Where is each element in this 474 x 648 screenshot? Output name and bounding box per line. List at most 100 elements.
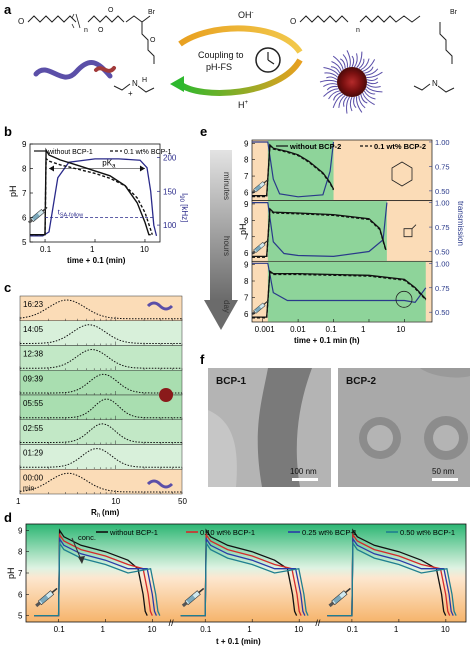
protonated-h: H bbox=[142, 77, 147, 84]
x-tick-label: 0.01 bbox=[290, 325, 306, 334]
y-tick-label: 5 bbox=[18, 612, 23, 621]
micelle-chain bbox=[356, 51, 363, 69]
y2-tick-label: 0.75 bbox=[435, 284, 450, 293]
dls-row-time: 14:05 bbox=[23, 325, 44, 334]
micelle-chain bbox=[346, 50, 351, 68]
micelle-chain bbox=[366, 71, 383, 79]
repeat-n-left: n bbox=[84, 27, 88, 34]
legend-label: without BCP-2 bbox=[289, 142, 341, 151]
y-tick-label: 6 bbox=[244, 249, 249, 258]
molecule-icon bbox=[391, 161, 413, 187]
bcp2-label: BCP-2 bbox=[346, 376, 376, 387]
legend-label: 0.1 wt% BCP-2 bbox=[374, 142, 426, 151]
molecule-icon bbox=[395, 290, 413, 308]
dls-row-time: 01:29 bbox=[23, 449, 44, 458]
micelle-chain bbox=[366, 77, 379, 81]
row-green-window bbox=[267, 201, 387, 261]
timescale-arrow bbox=[210, 150, 232, 300]
y-tick-label: 7 bbox=[244, 172, 249, 181]
micelle-chain bbox=[364, 66, 374, 74]
micelle-chain bbox=[351, 55, 355, 68]
micelle-chain bbox=[360, 94, 368, 104]
micelle-chain bbox=[366, 83, 381, 88]
micelle-chain bbox=[353, 96, 357, 109]
syringe-icon bbox=[251, 240, 269, 255]
syringe-icon bbox=[251, 300, 269, 316]
dls-distribution bbox=[20, 373, 182, 394]
micelle-chain bbox=[332, 93, 344, 109]
pka-arrowhead-left bbox=[48, 165, 54, 172]
syringe-icon bbox=[35, 587, 58, 608]
timescale-label-hours: hours bbox=[222, 236, 231, 256]
x-tick-label: 0.1 bbox=[54, 625, 66, 634]
x-axis-label-sub: h bbox=[97, 513, 100, 519]
bcp1-label: BCP-1 bbox=[216, 376, 246, 387]
unimer-icon bbox=[146, 479, 174, 489]
svg-text:N: N bbox=[432, 79, 438, 88]
conc-label: conc. bbox=[78, 533, 96, 542]
legend-label: 0.10 wt% BCP-1 bbox=[200, 528, 255, 537]
x-axis-label: time + 0.1 min (h) bbox=[294, 336, 360, 345]
scheme-coupling-arrows: OH- H+ Coupling to pH-FS bbox=[170, 10, 303, 110]
micelle-chain bbox=[346, 96, 351, 114]
micelle-chain bbox=[323, 88, 339, 97]
micelle-chain bbox=[332, 55, 344, 70]
y-tick-label: 7 bbox=[244, 293, 249, 302]
x-tick-label: 10 bbox=[140, 245, 149, 254]
panel-label-d: d bbox=[4, 510, 12, 525]
x-tick-label: 1 bbox=[247, 625, 252, 634]
panel-label-c: c bbox=[4, 280, 11, 295]
chart-b: pKa tSA-follow 5 6 7 8 9 100 150 200 0.1 1 10 pH I90 [… bbox=[8, 140, 189, 265]
y-tick-label: 8 bbox=[244, 277, 249, 286]
x-tick-label: 0.1 bbox=[40, 245, 52, 254]
micelle-chain bbox=[339, 58, 346, 69]
panel-label-e: e bbox=[200, 124, 207, 139]
x-tick-label: 1 bbox=[90, 245, 95, 254]
micelle-chain bbox=[342, 54, 349, 68]
dls-row-time: 12:38 bbox=[23, 350, 44, 359]
micelle-chain bbox=[353, 53, 358, 68]
dls-row-bg bbox=[19, 320, 183, 346]
intensity-curve bbox=[30, 158, 158, 237]
dls-distribution bbox=[20, 448, 182, 468]
legend-label: without BCP-1 bbox=[47, 149, 93, 156]
dls-row-time: 16:23 bbox=[23, 300, 44, 309]
y-tick-label: 6 bbox=[244, 188, 249, 197]
pka-arrowhead-right bbox=[139, 165, 145, 172]
micelle-chain bbox=[364, 88, 376, 95]
conc-arrowhead bbox=[78, 556, 85, 564]
micelle-chain bbox=[323, 66, 340, 76]
y2-tick-label: 1.00 bbox=[435, 138, 450, 147]
y-tick-label: 7 bbox=[244, 233, 249, 242]
bromine-right: Br bbox=[450, 9, 458, 16]
timescale-label-day: day bbox=[222, 300, 231, 313]
y2-axis-label: I90 [kHz] bbox=[178, 193, 189, 222]
pka-label: pKa bbox=[102, 159, 116, 170]
micelle-chain bbox=[360, 58, 370, 71]
bromine-left: Br bbox=[148, 9, 156, 16]
y2-tick-label: 1.00 bbox=[435, 259, 450, 268]
tsa-label: tSA-follow bbox=[58, 208, 83, 219]
y-tick-label: 6 bbox=[18, 590, 23, 599]
h-label: H+ bbox=[238, 100, 249, 110]
legend-label: without BCP-1 bbox=[109, 528, 158, 537]
micelle-chain bbox=[358, 58, 365, 70]
x-axis-label: time + 0.1 (min) bbox=[67, 256, 126, 265]
dls-distribution bbox=[20, 348, 182, 369]
y2-tick-label: 200 bbox=[163, 154, 177, 163]
molecule-icon bbox=[403, 224, 417, 238]
bcp2-scale: 50 nm bbox=[432, 467, 455, 476]
dls-distribution bbox=[20, 423, 182, 443]
x-tick-label: 0.1 bbox=[326, 325, 338, 334]
dls-row-time: 05:55 bbox=[23, 399, 44, 408]
coupling-text-2: pH-FS bbox=[206, 62, 232, 72]
unimer-icon bbox=[146, 301, 174, 311]
svg-text:O: O bbox=[150, 37, 156, 44]
y-axis-label: pH bbox=[6, 567, 16, 579]
micelle-chain bbox=[363, 90, 376, 100]
micrograph-bcp2: BCP-2 50 nm bbox=[338, 368, 470, 487]
micelle-chain bbox=[326, 76, 338, 81]
y2-tick-label: 100 bbox=[163, 221, 177, 230]
micelle-chain bbox=[358, 95, 366, 109]
